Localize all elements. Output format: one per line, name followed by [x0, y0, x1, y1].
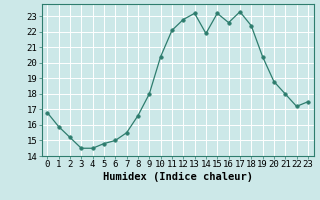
X-axis label: Humidex (Indice chaleur): Humidex (Indice chaleur)	[103, 172, 252, 182]
